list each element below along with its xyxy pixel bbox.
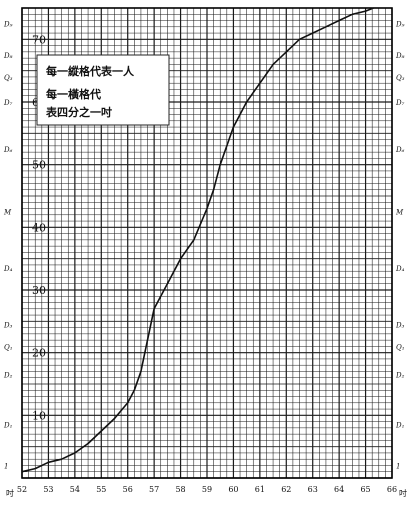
right-percentile-label: D₂ (395, 372, 405, 380)
legend-line-2: 每一橫格代 (46, 87, 101, 101)
left-percentile-labels: D₉ D₈ Q₃ D₇ D₆ M D₄ D₃ Q₁ D₂ D₁ 1 (3, 21, 13, 471)
legend-line-3: 表四分之一吋 (45, 105, 112, 119)
x-tick-label: 55 (96, 485, 106, 494)
right-percentile-label: D₈ (395, 52, 405, 60)
y-tick-label: 30 (32, 284, 46, 297)
right-percentile-label: D₁ (395, 422, 405, 430)
right-percentile-label: Q₁ (396, 343, 405, 351)
x-tick-label: 53 (43, 485, 53, 494)
right-percentile-label: 1 (396, 462, 400, 470)
y-tick-label: 10 (32, 409, 46, 422)
right-percentile-label: D₆ (395, 146, 405, 154)
x-tick-label: 56 (123, 485, 133, 494)
left-percentile-label: 1 (4, 462, 8, 470)
y-tick-label: 20 (32, 347, 46, 360)
legend-line-1: 每一縱格代表一人 (46, 64, 135, 78)
left-percentile-label: Q₁ (4, 343, 13, 351)
x-tick-label: 57 (149, 485, 159, 494)
y-tick-label: 50 (32, 159, 46, 172)
x-tick-label: 63 (308, 485, 318, 494)
x-tick-label: 52 (17, 485, 27, 494)
legend-box: 每一縱格代表一人 每一橫格代 表四分之一吋 (37, 55, 169, 125)
x-unit-left-label: 吋 (6, 488, 14, 498)
x-tick-label: 66 (387, 485, 397, 494)
left-percentile-label: D₇ (3, 99, 13, 107)
x-tick-label: 54 (70, 485, 80, 494)
x-tick-label: 64 (334, 485, 344, 494)
x-tick-label: 62 (281, 485, 291, 494)
left-percentile-label: D₁ (3, 422, 13, 430)
left-percentile-label: Q₃ (4, 74, 13, 82)
y-tick-label: 70 (32, 33, 46, 46)
left-percentile-label: D₄ (3, 265, 13, 273)
left-percentile-label: D₃ (3, 321, 13, 329)
x-tick-label: 65 (360, 485, 370, 494)
x-tick-label: 60 (228, 485, 238, 494)
x-tick-label: 58 (175, 485, 185, 494)
right-percentile-label: D₇ (395, 99, 405, 107)
right-percentile-label: M (395, 209, 404, 217)
left-percentile-label: D₆ (3, 146, 13, 154)
right-percentile-labels: D₉ D₈ Q₃ D₇ D₆ M D₄ D₃ Q₁ D₂ D₁ 1 (395, 21, 405, 471)
left-percentile-label: D₂ (3, 372, 13, 380)
x-tick-label: 61 (255, 485, 265, 494)
x-axis-tick-labels: 52 53 54 55 56 57 58 59 60 61 62 63 64 65 66 (17, 485, 397, 494)
x-tick-label: 59 (202, 485, 212, 494)
left-percentile-label: M (3, 209, 12, 217)
left-percentile-label: D₉ (3, 21, 13, 29)
left-percentile-label: D₈ (3, 52, 13, 60)
y-tick-label: 40 (32, 221, 46, 234)
right-percentile-label: D₄ (395, 265, 405, 273)
right-percentile-label: D₉ (395, 21, 405, 29)
right-percentile-label: Q₃ (396, 74, 405, 82)
x-unit-right-label: 吋 (399, 488, 407, 498)
right-percentile-label: D₃ (395, 321, 405, 329)
